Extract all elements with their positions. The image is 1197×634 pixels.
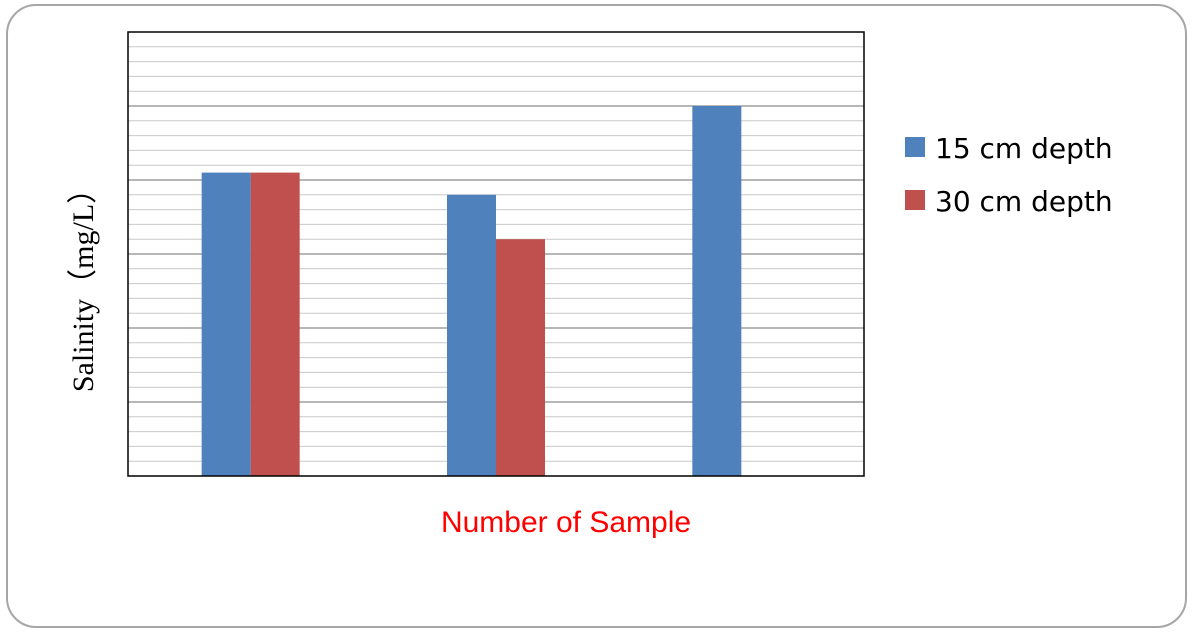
bar-sample2-series2 xyxy=(496,239,545,476)
legend-item-30cm: 30 cm depth xyxy=(905,185,1113,218)
legend: 15 cm depth 30 cm depth xyxy=(905,132,1113,218)
legend-swatch-30cm xyxy=(905,190,925,210)
legend-item-15cm: 15 cm depth xyxy=(905,132,1113,165)
y-axis-label: Salinity（mg/L） xyxy=(67,174,100,392)
bar-sample1-series1 xyxy=(201,172,251,476)
legend-label-15cm: 15 cm depth xyxy=(935,132,1113,165)
bar-sample2-series1 xyxy=(447,194,496,477)
bar-sample1-series2 xyxy=(250,172,300,476)
x-axis-label: Number of Sample xyxy=(441,506,691,539)
bar-sample3-series1 xyxy=(692,106,742,476)
legend-swatch-15cm xyxy=(905,137,925,157)
legend-label-30cm: 30 cm depth xyxy=(935,185,1113,218)
bars xyxy=(201,106,742,477)
plot-area-border xyxy=(127,31,865,477)
